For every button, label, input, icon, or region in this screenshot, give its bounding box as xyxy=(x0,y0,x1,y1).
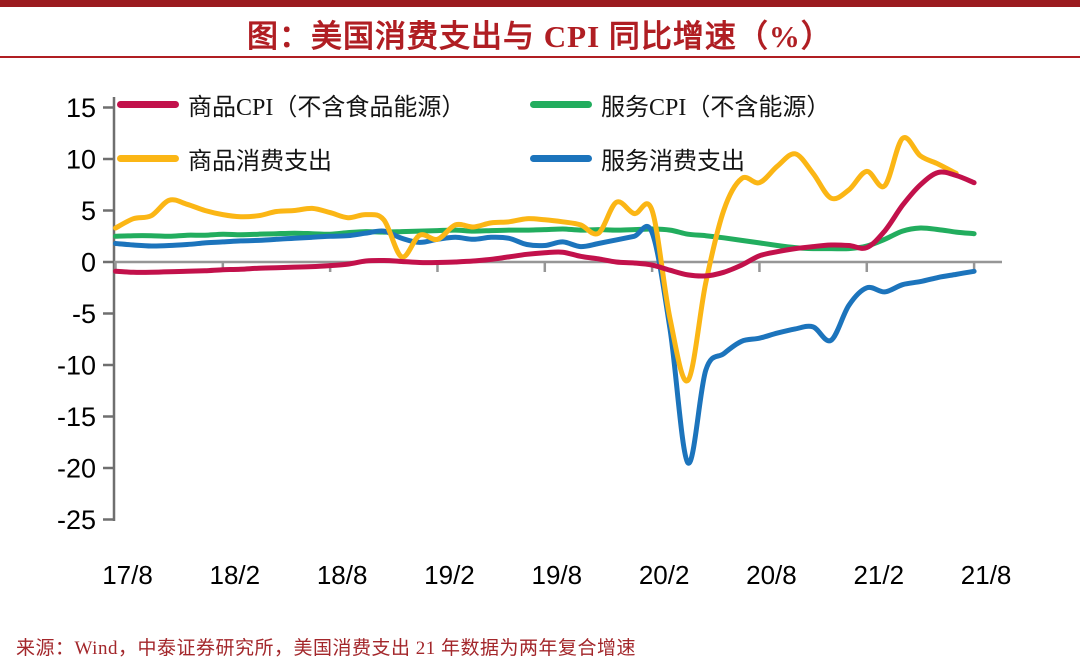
svg-text:5: 5 xyxy=(81,196,96,226)
svg-text:0: 0 xyxy=(81,248,96,278)
legend-label-goods-cpi: 商品CPI（不含食品能源） xyxy=(188,94,466,121)
legend-item-services-spending: 服务消费支出 xyxy=(530,144,745,175)
services-cpi-line-swatch xyxy=(530,100,592,108)
services-spending-line-swatch xyxy=(530,154,592,162)
svg-text:21/2: 21/2 xyxy=(853,560,904,590)
svg-text:19/2: 19/2 xyxy=(424,560,475,590)
svg-text:20/8: 20/8 xyxy=(746,560,797,590)
svg-text:15: 15 xyxy=(66,93,96,123)
legend-item-goods-cpi: 商品CPI（不含食品能源） xyxy=(117,90,465,121)
svg-text:-20: -20 xyxy=(57,454,96,484)
top-border-bar xyxy=(0,0,1080,7)
legend-label-goods-spending: 商品消费支出 xyxy=(188,148,332,175)
goods-cpi-line-swatch xyxy=(117,100,179,108)
svg-text:18/2: 18/2 xyxy=(210,560,261,590)
svg-text:-5: -5 xyxy=(72,299,96,329)
svg-text:17/8: 17/8 xyxy=(102,560,153,590)
svg-text:19/8: 19/8 xyxy=(531,560,582,590)
chart-title: 图：美国消费支出与 CPI 同比增速（%） xyxy=(247,19,833,54)
svg-text:-15: -15 xyxy=(57,402,96,432)
svg-text:21/8: 21/8 xyxy=(961,560,1012,590)
legend-item-goods-spending: 商品消费支出 xyxy=(117,144,332,175)
legend-label-services-cpi: 服务CPI（不含能源） xyxy=(601,94,831,121)
svg-text:18/8: 18/8 xyxy=(317,560,368,590)
svg-text:-10: -10 xyxy=(57,351,96,381)
legend-item-services-cpi: 服务CPI（不含能源） xyxy=(530,90,830,121)
svg-text:20/2: 20/2 xyxy=(639,560,690,590)
svg-text:10: 10 xyxy=(66,145,96,175)
svg-text:-25: -25 xyxy=(57,505,96,535)
title-divider-rule xyxy=(0,56,1080,58)
source-note: 来源：Wind，中泰证券研究所，美国消费支出 21 年数据为两年复合增速 xyxy=(16,638,636,659)
goods-spending-line-swatch xyxy=(117,154,179,162)
legend-label-services-spending: 服务消费支出 xyxy=(601,148,745,175)
